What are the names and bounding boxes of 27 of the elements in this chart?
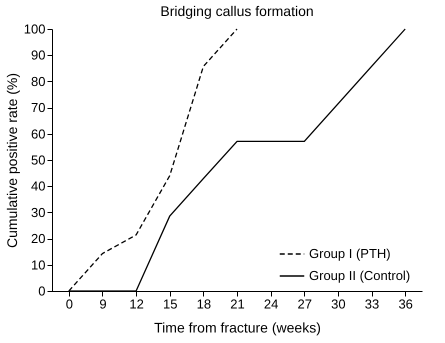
- y-tick-label: 60: [31, 126, 46, 142]
- y-axis-title: Cumulative positive rate (%): [4, 72, 20, 248]
- y-tick-label: 40: [31, 178, 46, 194]
- legend-label: Group I (PTH): [309, 246, 391, 261]
- y-tick-label: 90: [31, 48, 46, 63]
- x-tick-label: 24: [264, 296, 278, 312]
- y-tick-label: 70: [31, 100, 46, 116]
- y-tick-label: 0: [38, 284, 46, 298]
- x-tick-label: 33: [364, 296, 380, 312]
- y-tick-label: 30: [31, 204, 46, 220]
- x-tick-label: 27: [298, 296, 312, 312]
- y-tick-label: 100: [24, 22, 46, 36]
- x-tick-label: 12: [129, 296, 144, 312]
- x-axis-title: Time from fracture (weeks): [154, 320, 321, 336]
- legend-label: Group II (Control): [309, 268, 410, 283]
- chart-title: Bridging callus formation: [160, 3, 314, 19]
- y-tick-label: 20: [31, 231, 46, 246]
- x-tick-label: 15: [162, 296, 178, 312]
- y-tick-label: 50: [31, 152, 46, 168]
- x-tick-label: 9: [99, 296, 107, 312]
- x-tick-label: 21: [230, 296, 245, 312]
- y-tick-label: 80: [31, 74, 46, 89]
- x-tick-label: 36: [398, 296, 413, 312]
- x-tick-label: 30: [331, 296, 346, 312]
- x-tick-label: 0: [66, 296, 73, 312]
- y-tick-label: 10: [31, 257, 46, 272]
- x-tick-label: 18: [196, 296, 212, 312]
